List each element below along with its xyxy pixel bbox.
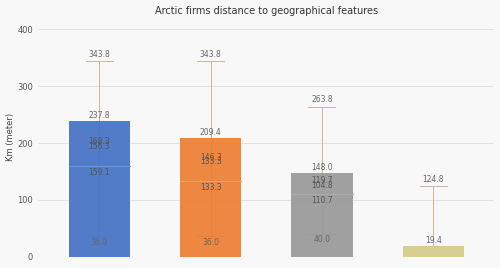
Text: 124.8: 124.8 bbox=[422, 174, 444, 184]
Title: Arctic firms distance to geographical features: Arctic firms distance to geographical fe… bbox=[154, 6, 378, 16]
Bar bbox=[68, 121, 130, 257]
Text: 119.7: 119.7 bbox=[311, 177, 332, 185]
Text: 237.8: 237.8 bbox=[88, 111, 110, 120]
Bar bbox=[292, 173, 352, 257]
Text: 110.7: 110.7 bbox=[311, 196, 332, 204]
Text: 343.8: 343.8 bbox=[88, 50, 110, 59]
Text: 19.4: 19.4 bbox=[425, 236, 442, 245]
Text: 156.3: 156.3 bbox=[88, 142, 110, 151]
Text: 36.0: 36.0 bbox=[91, 237, 108, 247]
Text: 148.0: 148.0 bbox=[311, 162, 332, 172]
Text: 133.3: 133.3 bbox=[200, 183, 222, 192]
Text: 40.0: 40.0 bbox=[314, 235, 330, 244]
Text: 343.8: 343.8 bbox=[200, 50, 222, 59]
Text: 146.3: 146.3 bbox=[200, 152, 222, 162]
Text: 209.4: 209.4 bbox=[200, 128, 222, 136]
Bar bbox=[180, 138, 241, 257]
Text: 168.3: 168.3 bbox=[88, 137, 110, 146]
Y-axis label: Km (meter): Km (meter) bbox=[6, 113, 15, 161]
Text: 159.1: 159.1 bbox=[88, 168, 110, 177]
Text: 263.8: 263.8 bbox=[311, 95, 332, 105]
Bar bbox=[402, 246, 464, 257]
Text: 36.0: 36.0 bbox=[202, 237, 219, 247]
Text: 133.3: 133.3 bbox=[200, 157, 222, 166]
Text: 104.8: 104.8 bbox=[311, 181, 332, 190]
